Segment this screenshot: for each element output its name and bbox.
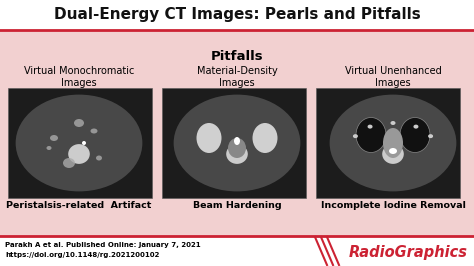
Ellipse shape (173, 95, 301, 192)
Ellipse shape (389, 148, 397, 154)
Ellipse shape (413, 124, 419, 129)
Ellipse shape (96, 156, 102, 160)
Text: Peristalsis-related  Artifact: Peristalsis-related Artifact (6, 201, 152, 210)
Ellipse shape (63, 158, 75, 168)
Ellipse shape (46, 146, 52, 150)
Text: Virtual Unenhanced
Images: Virtual Unenhanced Images (345, 66, 441, 88)
Text: Incomplete Iodine Removal: Incomplete Iodine Removal (320, 201, 465, 210)
Ellipse shape (226, 144, 248, 164)
Ellipse shape (91, 128, 98, 134)
Text: Pitfalls: Pitfalls (210, 50, 264, 63)
Ellipse shape (68, 144, 90, 164)
Ellipse shape (228, 138, 246, 158)
FancyBboxPatch shape (162, 88, 306, 198)
Ellipse shape (82, 141, 86, 145)
Ellipse shape (16, 95, 142, 192)
Text: Parakh A et al. Published Online: January 7, 2021: Parakh A et al. Published Online: Januar… (5, 242, 201, 248)
Text: Dual-Energy CT Images: Pearls and Pitfalls: Dual-Energy CT Images: Pearls and Pitfal… (54, 7, 420, 23)
Ellipse shape (356, 118, 386, 152)
Text: RadioGraphics: RadioGraphics (349, 244, 468, 260)
FancyBboxPatch shape (0, 236, 474, 266)
Ellipse shape (253, 123, 277, 153)
FancyBboxPatch shape (0, 0, 474, 30)
Ellipse shape (391, 121, 395, 125)
Ellipse shape (329, 95, 456, 192)
Ellipse shape (197, 123, 221, 153)
Ellipse shape (353, 134, 358, 138)
FancyBboxPatch shape (316, 88, 460, 198)
Ellipse shape (74, 119, 84, 127)
Text: Virtual Monochromatic
Images: Virtual Monochromatic Images (24, 66, 134, 88)
Ellipse shape (428, 134, 433, 138)
Ellipse shape (382, 144, 404, 164)
Ellipse shape (400, 118, 430, 152)
Text: Beam Hardening: Beam Hardening (193, 201, 281, 210)
Ellipse shape (367, 124, 373, 129)
FancyBboxPatch shape (8, 88, 152, 198)
Ellipse shape (50, 135, 58, 141)
Text: https://doi.org/10.1148/rg.2021200102: https://doi.org/10.1148/rg.2021200102 (5, 252, 159, 258)
Ellipse shape (234, 137, 240, 145)
Text: Material-Density
Images: Material-Density Images (197, 66, 277, 88)
Ellipse shape (383, 128, 403, 158)
